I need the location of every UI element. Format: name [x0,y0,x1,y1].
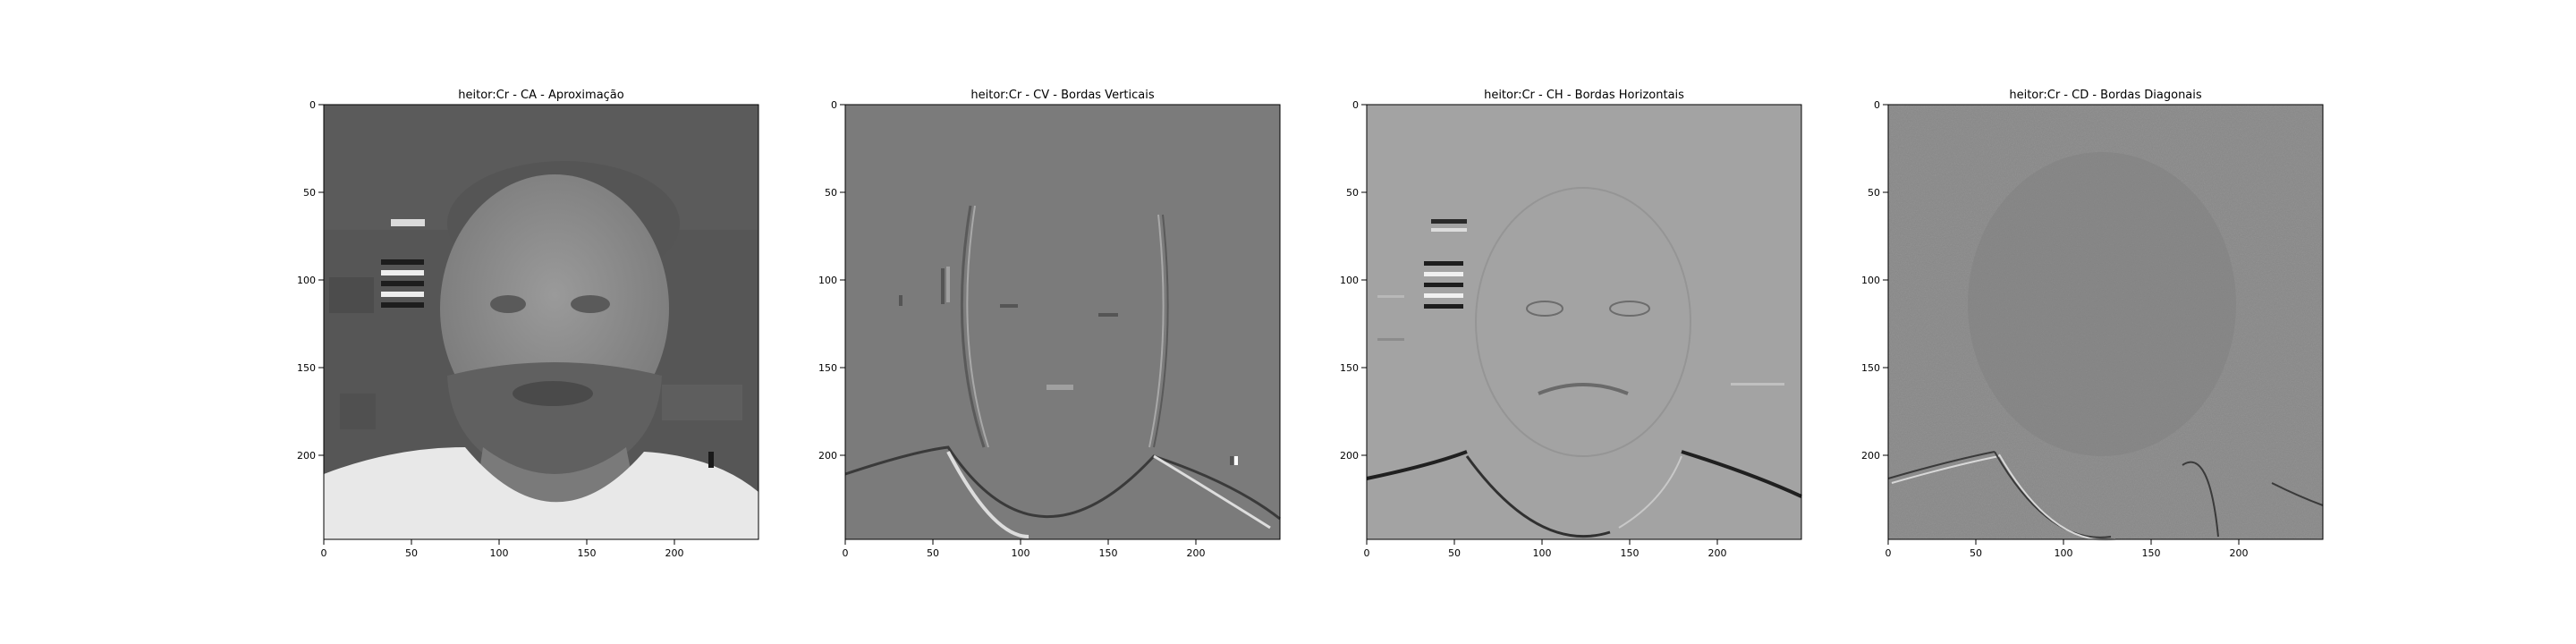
x-tick-label: 0 [843,547,849,559]
y-axis: 0 50 100 150 200 [818,99,845,462]
x-tick-label: 50 [405,547,418,559]
y-axis: 0 50 100 150 200 [297,99,324,462]
panel-title: heitor:Cr - CA - Aproximação [458,89,624,102]
x-tick-label: 150 [578,547,597,559]
image-area [323,104,759,540]
panel-title: heitor:Cr - CV - Bordas Verticais [970,89,1154,102]
y-axis: 0 50 100 150 200 [1861,99,1888,462]
x-tick-label: 150 [1621,547,1640,559]
panel-diagonal: heitor:Cr - CD - Bordas Diagonais 0 50 [1861,89,2324,559]
x-tick-label: 0 [1885,547,1892,559]
image-area [1887,104,2324,541]
y-tick-label: 0 [831,99,837,111]
x-tick-label: 50 [927,547,939,559]
x-tick-label: 0 [321,547,327,559]
x-tick-label: 0 [1364,547,1370,559]
panel-vertical: heitor:Cr - CV - Bordas Verticais [818,89,1281,559]
y-tick-label: 50 [1346,187,1359,199]
y-tick-label: 100 [1861,275,1880,286]
panel-horizontal: heitor:Cr - CH - Bordas Horizontais [1340,89,1802,559]
x-tick-label: 100 [2055,547,2073,559]
y-tick-label: 200 [818,450,837,462]
y-tick-label: 0 [1874,99,1880,111]
x-tick-label: 100 [490,547,509,559]
y-tick-label: 200 [1340,450,1359,462]
y-tick-label: 0 [1352,99,1359,111]
x-tick-label: 200 [2230,547,2249,559]
y-tick-label: 50 [1868,187,1880,199]
y-tick-label: 200 [1861,450,1880,462]
image-area [844,104,1281,540]
y-tick-label: 200 [297,450,316,462]
y-tick-label: 150 [1340,362,1359,374]
x-axis: 0 50 100 150 200 [1885,539,2249,559]
y-tick-label: 50 [303,187,316,199]
x-tick-label: 50 [1970,547,1982,559]
x-tick-label: 150 [1099,547,1118,559]
x-tick-label: 200 [1187,547,1206,559]
x-axis: 0 50 100 150 200 [843,539,1206,559]
panel-title: heitor:Cr - CH - Bordas Horizontais [1484,89,1684,102]
x-tick-label: 150 [2142,547,2161,559]
panel-title: heitor:Cr - CD - Bordas Diagonais [2009,89,2202,102]
x-tick-label: 50 [1448,547,1461,559]
y-tick-label: 150 [1861,362,1880,374]
y-tick-label: 150 [297,362,316,374]
y-tick-label: 100 [297,275,316,286]
x-tick-label: 100 [1012,547,1030,559]
x-tick-label: 200 [1708,547,1727,559]
y-tick-label: 100 [1340,275,1359,286]
y-tick-label: 100 [818,275,837,286]
y-tick-label: 150 [818,362,837,374]
x-tick-label: 100 [1533,547,1552,559]
y-tick-label: 0 [309,99,316,111]
x-axis: 0 50 100 150 200 [321,539,684,559]
x-tick-label: 200 [665,547,684,559]
y-axis: 0 50 100 150 200 [1340,99,1367,462]
image-area [1366,104,1802,540]
x-axis: 0 50 100 150 200 [1364,539,1727,559]
y-tick-label: 50 [825,187,837,199]
panel-approximation: heitor:Cr - CA - Aproximação [297,89,759,559]
